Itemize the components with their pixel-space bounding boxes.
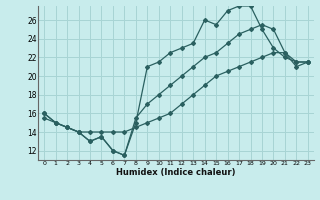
X-axis label: Humidex (Indice chaleur): Humidex (Indice chaleur): [116, 168, 236, 177]
